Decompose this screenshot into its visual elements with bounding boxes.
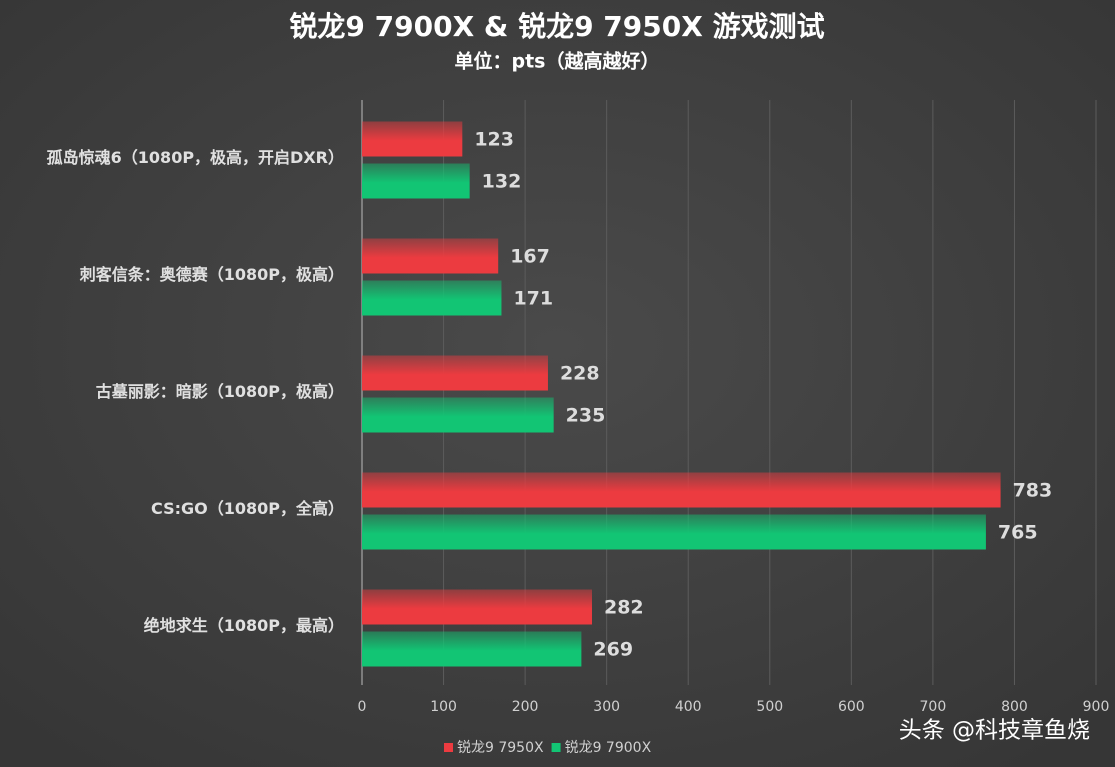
x-tick-label: 0: [358, 699, 367, 715]
y-tick-label: 古墓丽影：暗影（1080P，极高）: [96, 382, 344, 401]
bar: [362, 472, 1001, 508]
value-label: 783: [1013, 480, 1053, 502]
x-tick-label: 300: [593, 699, 620, 715]
bar: [362, 397, 554, 433]
bar: [362, 121, 463, 157]
chart-subtitle: 单位：pts（越高越好）: [455, 50, 660, 73]
x-tick-label: 400: [675, 699, 702, 715]
bar: [362, 631, 582, 667]
x-tick-label: 100: [430, 699, 457, 715]
legend-label: 锐龙9 7950X: [457, 740, 544, 756]
value-label: 132: [482, 171, 522, 193]
value-label: 765: [998, 522, 1038, 544]
x-tick-label: 800: [1001, 699, 1028, 715]
chart-title: 锐龙9 7900X & 锐龙9 7950X 游戏测试: [289, 10, 824, 43]
legend-swatch: [551, 743, 561, 752]
y-tick-label: 孤岛惊魂6（1080P，极高，开启DXR）: [47, 148, 344, 167]
y-tick-label: 刺客信条：奥德赛（1080P，极高）: [79, 265, 344, 284]
bar: [362, 163, 470, 199]
bar: [362, 514, 986, 550]
value-label: 282: [604, 597, 644, 619]
bar: [362, 355, 548, 391]
y-tick-label: 绝地求生（1080P，最高）: [144, 616, 344, 635]
value-label: 269: [593, 639, 633, 661]
bar: [362, 280, 502, 316]
value-label: 171: [513, 288, 553, 310]
x-tick-label: 900: [1083, 699, 1110, 715]
legend-swatch: [444, 743, 453, 752]
bar: [362, 238, 499, 274]
x-tick-label: 200: [512, 699, 539, 715]
x-tick-label: 600: [838, 699, 865, 715]
value-label: 235: [566, 405, 606, 427]
bar: [362, 589, 592, 625]
legend-label: 锐龙9 7900X: [565, 740, 652, 756]
watermark: 头条 @科技章鱼烧: [899, 718, 1090, 744]
value-label: 123: [474, 129, 514, 151]
value-label: 167: [510, 246, 550, 268]
x-tick-label: 700: [920, 699, 947, 715]
value-label: 228: [560, 363, 600, 385]
x-tick-label: 500: [756, 699, 783, 715]
y-tick-label: CS:GO（1080P，全高）: [151, 499, 344, 518]
